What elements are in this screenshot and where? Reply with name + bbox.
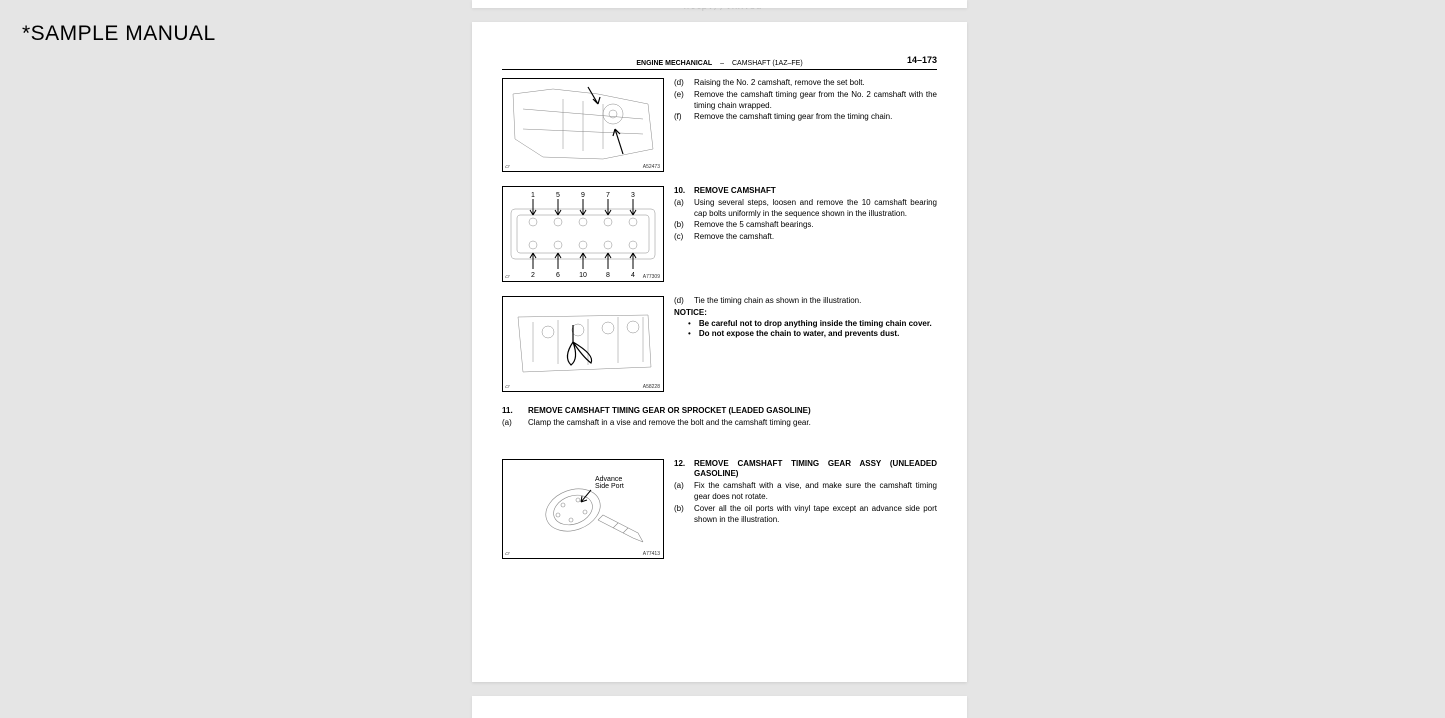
step-11-title: 11. REMOVE CAMSHAFT TIMING GEAR OR SPROCK…: [502, 406, 937, 417]
marker: (d): [674, 296, 688, 307]
step-text: Tie the timing chain as shown in the ill…: [694, 296, 937, 307]
step-title: REMOVE CAMSHAFT: [694, 186, 937, 197]
figure-2: 1 5 9 7 3 2 6 10 8 4 ▱ A77309: [502, 186, 664, 282]
step-a: (a) Fix the camshaft with a vise, and mak…: [674, 481, 937, 503]
bullet-text: Be careful not to drop anything inside t…: [699, 319, 937, 330]
marker: (c): [674, 232, 688, 243]
marker: (e): [674, 90, 688, 112]
step-12-title: 12. REMOVE CAMSHAFT TIMING GEAR ASSY (UNL…: [674, 459, 937, 481]
figure-1: ▱ A52473: [502, 78, 664, 172]
notice-bullet-1: • Be careful not to drop anything inside …: [674, 319, 937, 330]
header-breadcrumb: ENGINE MECHANICAL – CAMSHAFT (1AZ–FE): [502, 60, 937, 70]
step-text: Remove the 5 camshaft bearings.: [694, 220, 937, 231]
step-text: Clamp the camshaft in a vise and remove …: [528, 418, 937, 429]
section-1: ▱ A52473 (d) Raising the No. 2 camshaft, …: [502, 78, 937, 172]
step-text: Cover all the oil ports with vinyl tape …: [694, 504, 937, 526]
step-10-title: 10. REMOVE CAMSHAFT: [674, 186, 937, 197]
bullet-icon: •: [688, 329, 691, 340]
section-1-text: (d) Raising the No. 2 camshaft, remove th…: [674, 78, 937, 172]
bullet-icon: •: [688, 319, 691, 330]
prev-page-sliver: [472, 0, 967, 8]
manual-page: 14–173 ENGINE MECHANICAL – CAMSHAFT (1AZ…: [472, 22, 967, 682]
figure-5-label: Advance Side Port: [595, 476, 624, 491]
step-c: (c) Remove the camshaft.: [674, 232, 937, 243]
svg-text:5: 5: [556, 192, 560, 199]
section-3: ▱ A58228 (d) Tie the timing chain as show…: [502, 296, 937, 392]
step-title: REMOVE CAMSHAFT TIMING GEAR ASSY (UNLEAD…: [694, 459, 937, 481]
marker: (f): [674, 112, 688, 123]
fig-p-icon: ▱: [505, 163, 510, 170]
section-2: 1 5 9 7 3 2 6 10 8 4 ▱ A77309 10. REMOVE CAMSHAFT…: [502, 186, 937, 282]
step-number: 11.: [502, 406, 522, 417]
section-5-text: 12. REMOVE CAMSHAFT TIMING GEAR ASSY (UNL…: [674, 459, 937, 559]
marker: (a): [674, 481, 688, 503]
svg-text:3: 3: [631, 192, 635, 199]
header-section: ENGINE MECHANICAL: [636, 60, 712, 67]
section-5: Advance Side Port ▱ A77413 12. REMOVE CAM…: [502, 459, 937, 559]
marker: (d): [674, 78, 688, 89]
bullet-text: Do not expose the chain to water, and pr…: [699, 329, 937, 340]
step-a: (a) Using several steps, loosen and remov…: [674, 198, 937, 220]
svg-text:7: 7: [606, 192, 610, 199]
fig-p-icon: ▱: [505, 383, 510, 390]
notice-bullet-2: • Do not expose the chain to water, and p…: [674, 329, 937, 340]
page-number: 14–173: [907, 55, 937, 65]
fig-p-icon: ▱: [505, 550, 510, 557]
svg-text:1: 1: [531, 192, 535, 199]
section-4: 11. REMOVE CAMSHAFT TIMING GEAR OR SPROCK…: [502, 406, 937, 429]
step-number: 12.: [674, 459, 688, 481]
step-text: Raising the No. 2 camshaft, remove the s…: [694, 78, 937, 89]
svg-text:6: 6: [556, 272, 560, 279]
fig-p-icon: ▱: [505, 273, 510, 280]
svg-text:10: 10: [579, 272, 587, 279]
step-text: Remove the camshaft.: [694, 232, 937, 243]
svg-text:8: 8: [606, 272, 610, 279]
step-b: (b) Remove the 5 camshaft bearings.: [674, 220, 937, 231]
step-text: Using several steps, loosen and remove t…: [694, 198, 937, 220]
marker: (b): [674, 220, 688, 231]
header-sub: CAMSHAFT (1AZ–FE): [732, 60, 803, 67]
step-text: Fix the camshaft with a vise, and make s…: [694, 481, 937, 503]
figure-3: ▱ A58228: [502, 296, 664, 392]
page-header: 14–173 ENGINE MECHANICAL – CAMSHAFT (1AZ…: [502, 60, 937, 70]
step-e: (e) Remove the camshaft timing gear from …: [674, 90, 937, 112]
next-page-sliver: [472, 696, 967, 718]
step-d: (d) Raising the No. 2 camshaft, remove th…: [674, 78, 937, 89]
sample-manual-label: *SAMPLE MANUAL: [22, 22, 216, 46]
figure-2-code: A77309: [642, 274, 661, 280]
svg-text:4: 4: [631, 272, 635, 279]
figure-5: Advance Side Port ▱ A77413: [502, 459, 664, 559]
figure-3-code: A58228: [642, 384, 661, 390]
figure-1-code: A52473: [642, 164, 661, 170]
marker: (a): [674, 198, 688, 220]
step-text: Remove the camshaft timing gear from the…: [694, 112, 937, 123]
step-f: (f) Remove the camshaft timing gear from …: [674, 112, 937, 123]
svg-text:9: 9: [581, 192, 585, 199]
section-3-text: (d) Tie the timing chain as shown in the …: [674, 296, 937, 392]
svg-text:2: 2: [531, 272, 535, 279]
header-dash: –: [720, 60, 724, 67]
marker: (a): [502, 418, 522, 429]
step-text: Remove the camshaft timing gear from the…: [694, 90, 937, 112]
notice-label: NOTICE:: [674, 308, 937, 319]
section-2-text: 10. REMOVE CAMSHAFT (a) Using several step…: [674, 186, 937, 282]
step-title: REMOVE CAMSHAFT TIMING GEAR OR SPROCKET …: [528, 406, 937, 417]
step-b: (b) Cover all the oil ports with vinyl ta…: [674, 504, 937, 526]
step-d: (d) Tie the timing chain as shown in the …: [674, 296, 937, 307]
step-number: 10.: [674, 186, 688, 197]
marker: (b): [674, 504, 688, 526]
figure-5-code: A77413: [642, 551, 661, 557]
step-a: (a) Clamp the camshaft in a vise and remo…: [502, 418, 937, 429]
